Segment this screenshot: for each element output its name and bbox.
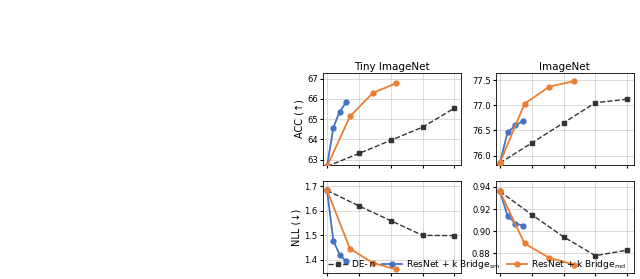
Title: ImageNet: ImageNet bbox=[540, 62, 590, 72]
Y-axis label: NLL (↓): NLL (↓) bbox=[292, 209, 301, 246]
Y-axis label: ACC (↑): ACC (↑) bbox=[294, 99, 304, 138]
Title: Tiny ImageNet: Tiny ImageNet bbox=[354, 62, 430, 72]
Legend: DE- n, ResNet + k Bridge$_{\mathrm{sm}}$, ResNet + k Bridge$_{\mathrm{md}}$: DE- n, ResNet + k Bridge$_{\mathrm{sm}}$… bbox=[324, 254, 629, 275]
